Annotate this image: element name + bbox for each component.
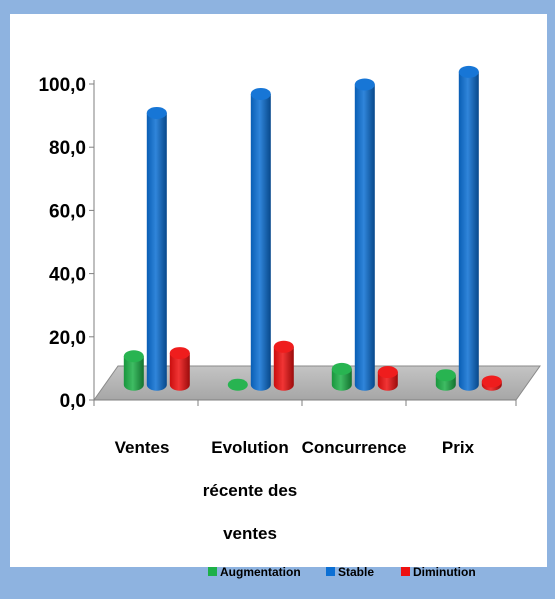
bar-diminution [377,366,398,391]
bar-diminution [273,340,294,391]
bar-stable [458,65,479,391]
bar-augmentation [331,362,352,391]
legend-entry-diminution: Diminution [401,565,476,579]
legend-swatch [326,567,335,576]
x-category-label: Concurrence [302,438,407,457]
x-category-label: Evolution récente des ventes [203,438,298,543]
legend-swatch [208,567,217,576]
x-category-label: Ventes [115,438,170,457]
legend-label: Stable [338,565,374,579]
legend-band [0,567,555,599]
legend-entry-augmentation: Augmentation [208,565,301,579]
y-tick-label: 60,0 [49,201,86,222]
chart-panel [10,14,547,567]
legend-entry-stable: Stable [326,565,374,579]
x-category-label: Prix [442,438,475,457]
bar-diminution [169,347,190,391]
y-tick-label: 80,0 [49,138,86,159]
legend-swatch [401,567,410,576]
legend-label: Diminution [413,565,476,579]
y-tick-label: 20,0 [49,328,86,349]
y-tick-label: 40,0 [49,265,86,286]
y-tick-label: 100,0 [38,75,86,96]
bar-stable [354,78,375,391]
bar-augmentation [123,350,144,391]
bar-stable [146,106,167,391]
bar-stable [250,87,271,391]
bar-diminution [481,375,502,391]
bar-augmentation [227,378,248,391]
bar-augmentation [435,369,456,391]
y-tick-label: 0,0 [60,391,86,412]
legend-label: Augmentation [220,565,301,579]
